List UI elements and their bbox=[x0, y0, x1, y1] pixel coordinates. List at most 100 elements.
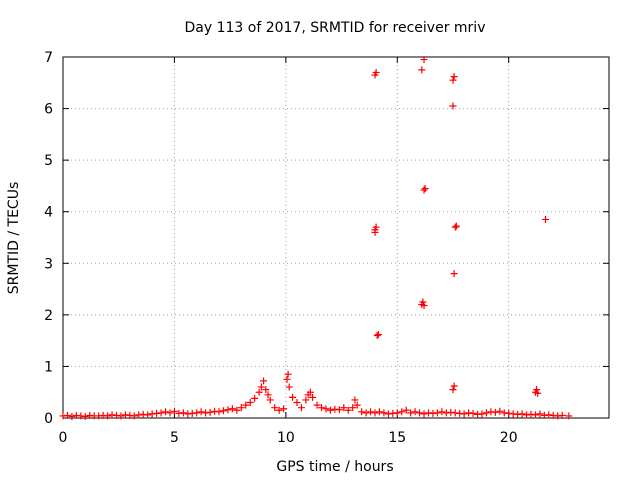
data-point bbox=[283, 375, 291, 383]
data-point bbox=[420, 186, 428, 194]
data-point bbox=[469, 409, 477, 417]
data-point bbox=[541, 215, 549, 223]
data-point bbox=[371, 409, 379, 417]
data-point bbox=[351, 396, 359, 404]
data-point bbox=[565, 412, 573, 420]
y-tick-label: 7 bbox=[44, 50, 53, 66]
data-point bbox=[373, 331, 381, 339]
data-point bbox=[302, 396, 310, 404]
data-point bbox=[242, 401, 250, 409]
data-point bbox=[371, 226, 379, 234]
data-point bbox=[534, 389, 542, 397]
data-point bbox=[438, 408, 446, 416]
data-point bbox=[81, 412, 89, 420]
data-point bbox=[449, 76, 457, 84]
grid-lines bbox=[63, 57, 609, 418]
data-point bbox=[353, 401, 361, 409]
data-point bbox=[246, 399, 254, 407]
plot-frame bbox=[62, 56, 610, 419]
data-point bbox=[179, 409, 187, 417]
data-point bbox=[393, 409, 401, 417]
data-point bbox=[326, 406, 334, 414]
data-point bbox=[219, 407, 227, 415]
y-tick-label: 5 bbox=[44, 153, 53, 169]
data-point bbox=[452, 222, 460, 230]
data-point bbox=[478, 410, 486, 418]
data-point bbox=[233, 406, 241, 414]
data-point bbox=[297, 404, 305, 412]
data-point bbox=[518, 410, 526, 418]
data-point bbox=[117, 412, 125, 420]
data-point bbox=[262, 386, 270, 394]
data-points bbox=[59, 56, 573, 420]
data-point bbox=[63, 411, 71, 419]
x-axis-label: GPS time / hours bbox=[276, 459, 393, 475]
data-point bbox=[206, 408, 214, 416]
data-point bbox=[280, 405, 288, 413]
data-point bbox=[558, 411, 566, 419]
data-point bbox=[228, 405, 236, 413]
data-point bbox=[162, 408, 170, 416]
data-point bbox=[450, 270, 458, 278]
y-tick-label: 0 bbox=[44, 411, 53, 427]
data-point bbox=[536, 410, 544, 418]
data-point bbox=[420, 302, 428, 310]
data-point bbox=[340, 404, 348, 412]
data-point bbox=[433, 409, 441, 417]
y-axis-label: SRMTID / TECUs bbox=[6, 182, 22, 295]
data-point bbox=[157, 409, 165, 417]
data-point bbox=[271, 404, 279, 412]
data-point bbox=[420, 410, 428, 418]
y-tick-label: 3 bbox=[44, 256, 53, 272]
data-point bbox=[402, 406, 410, 414]
x-tick-label: 5 bbox=[170, 430, 179, 446]
data-point bbox=[349, 404, 357, 412]
data-point bbox=[166, 409, 174, 417]
data-point bbox=[193, 409, 201, 417]
data-point bbox=[313, 401, 321, 409]
data-point bbox=[266, 396, 274, 404]
data-point bbox=[255, 388, 263, 396]
data-point bbox=[362, 409, 370, 417]
data-point bbox=[251, 394, 259, 402]
data-point bbox=[197, 408, 205, 416]
x-tick-label: 0 bbox=[59, 430, 68, 446]
axis-ticks: 0 5 10 15 20 0 1 2 3 4 5 6 7 bbox=[44, 50, 609, 446]
y-tick-label: 1 bbox=[44, 359, 53, 375]
data-point bbox=[421, 185, 429, 193]
data-point bbox=[398, 408, 406, 416]
data-point bbox=[491, 408, 499, 416]
data-point bbox=[482, 409, 490, 417]
data-point bbox=[293, 399, 301, 407]
data-point bbox=[358, 408, 366, 416]
data-point bbox=[450, 382, 458, 390]
data-point bbox=[449, 386, 457, 394]
data-point bbox=[344, 406, 352, 414]
data-point bbox=[449, 102, 457, 110]
data-point bbox=[275, 406, 283, 414]
data-point bbox=[264, 391, 272, 399]
data-point bbox=[68, 412, 76, 420]
x-tick-label: 10 bbox=[277, 430, 295, 446]
y-tick-label: 6 bbox=[44, 102, 53, 118]
data-point bbox=[372, 68, 380, 76]
data-point bbox=[374, 330, 382, 338]
data-point bbox=[416, 409, 424, 417]
x-tick-label: 20 bbox=[500, 430, 518, 446]
data-point bbox=[533, 386, 541, 394]
data-point bbox=[419, 298, 427, 306]
data-point bbox=[289, 393, 297, 401]
data-point bbox=[306, 388, 314, 396]
data-point bbox=[104, 412, 112, 420]
data-point bbox=[285, 383, 293, 391]
y-tick-label: 4 bbox=[44, 205, 53, 221]
data-point bbox=[215, 408, 223, 416]
data-point bbox=[318, 404, 326, 412]
data-point bbox=[380, 409, 388, 417]
data-point bbox=[531, 411, 539, 419]
data-point bbox=[130, 412, 138, 420]
data-point bbox=[407, 409, 415, 417]
chart-title: Day 113 of 2017, SRMTID for receiver mri… bbox=[185, 20, 486, 36]
data-point bbox=[260, 377, 268, 385]
